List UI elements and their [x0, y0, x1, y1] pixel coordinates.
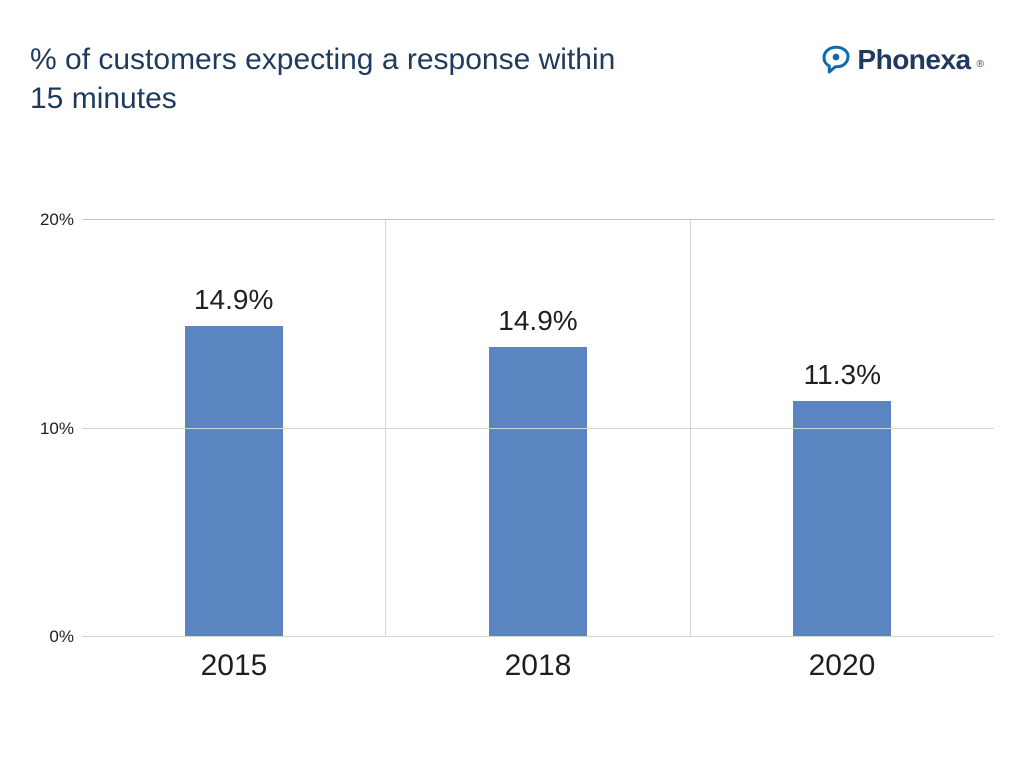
x-axis: 201520182020 — [82, 637, 994, 687]
header: % of customers expecting a response with… — [0, 0, 1024, 118]
plot-area: 14.9%14.9%11.3% 0%10%20% — [82, 220, 994, 637]
brand-registered-mark: ® — [977, 59, 984, 70]
y-tick-label: 20% — [40, 210, 74, 230]
chart-title: % of customers expecting a response with… — [30, 40, 630, 118]
grid-line — [82, 219, 994, 220]
bar-cell: 14.9% — [82, 220, 386, 637]
bar-value-label: 11.3% — [804, 359, 881, 391]
x-tick-label: 2020 — [690, 637, 994, 687]
bar — [489, 347, 587, 637]
bar — [185, 326, 283, 637]
bar-value-label: 14.9% — [194, 284, 273, 316]
x-tick-label: 2015 — [82, 637, 386, 687]
grid-line — [82, 428, 994, 429]
brand-logo: Phonexa ® — [821, 44, 984, 76]
y-tick-label: 0% — [49, 627, 74, 647]
bar-cell: 11.3% — [691, 220, 994, 637]
bar-value-label: 14.9% — [498, 305, 577, 337]
y-tick-label: 10% — [40, 419, 74, 439]
chart: 14.9%14.9%11.3% 0%10%20% 201520182020 — [30, 220, 994, 687]
bar — [793, 401, 891, 637]
brand-name: Phonexa — [857, 44, 970, 76]
bar-cell: 14.9% — [386, 220, 690, 637]
phonexa-icon — [821, 45, 851, 75]
bars-container: 14.9% 14.9% 11.3% — [82, 220, 994, 637]
x-tick-label: 2018 — [386, 637, 690, 687]
